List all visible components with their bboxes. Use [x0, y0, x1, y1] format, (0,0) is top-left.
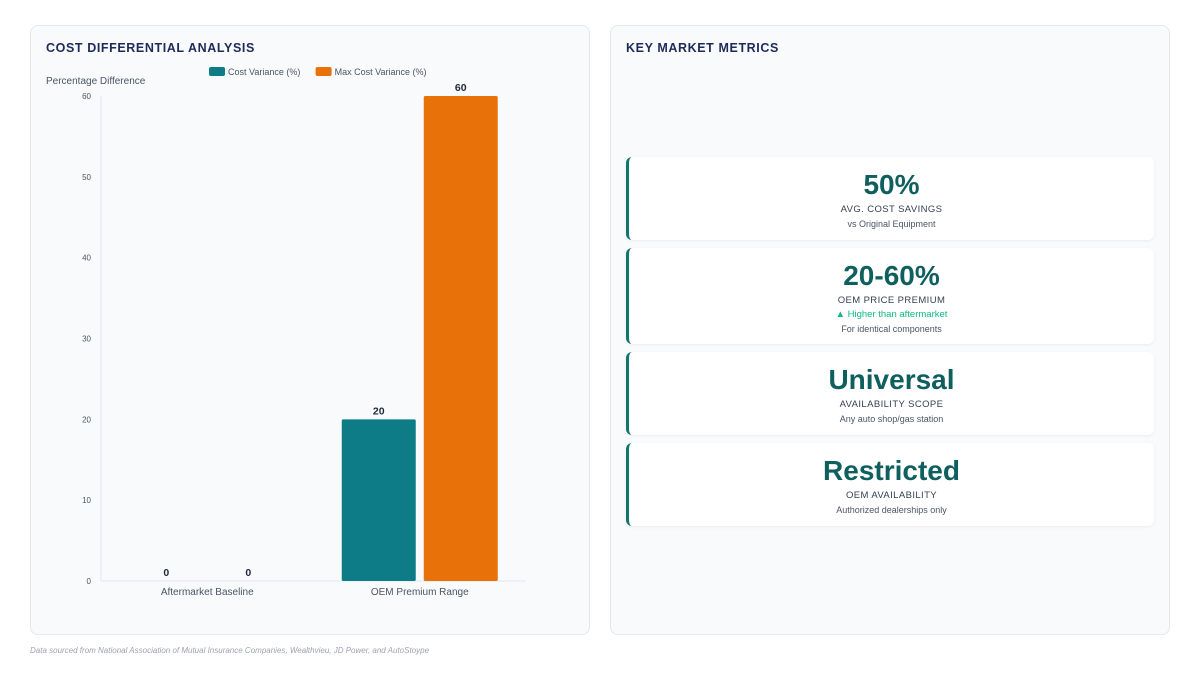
- metric-subtext: vs Original Equipment: [847, 219, 936, 229]
- metric-value: Universal: [828, 364, 955, 395]
- legend-swatch: [209, 67, 225, 76]
- metric-label: OEM PRICE PREMIUM: [837, 295, 946, 306]
- bar-data-label: 20: [373, 405, 385, 417]
- cost-variance-bar-chart: Percentage Difference 0 10 20 30 40 50 60 Cost V…: [46, 67, 526, 598]
- x-category-label: Aftermarket Baseline: [161, 587, 254, 598]
- metrics-title: KEY MARKET METRICS: [626, 41, 779, 55]
- metric-card-oem-premium: 20-60% OEM PRICE PREMIUM ▲ Higher than a…: [626, 248, 1154, 344]
- y-axis-title: Percentage Difference: [46, 76, 146, 87]
- metric-subtext: Any auto shop/gas station: [839, 414, 944, 424]
- y-tick-label: 0: [87, 577, 92, 586]
- metric-card-availability-scope: Universal AVAILABILITY SCOPE Any auto sh…: [626, 352, 1154, 435]
- legend-swatch: [315, 67, 332, 76]
- y-tick-label: 40: [82, 254, 91, 263]
- metric-trend-up: ▲ Higher than aftermarket: [835, 309, 948, 320]
- bar-data-label: 0: [163, 567, 169, 579]
- chart-title: COST DIFFERENTIAL ANALYSIS: [46, 41, 255, 55]
- legend-label: Cost Variance (%): [228, 67, 300, 77]
- y-tick-label: 60: [82, 92, 91, 101]
- metric-subtext: For identical components: [841, 324, 942, 334]
- y-tick-label: 20: [82, 415, 91, 424]
- metric-label: OEM AVAILABILITY: [845, 490, 938, 501]
- metric-card-cost-savings: 50% AVG. COST SAVINGS vs Original Equipm…: [626, 157, 1154, 240]
- legend-label: Max Cost Variance (%): [335, 67, 427, 77]
- bar-data-label: 60: [455, 82, 467, 94]
- metric-subtext: Authorized dealerships only: [836, 505, 947, 515]
- y-tick-label: 30: [82, 335, 91, 344]
- bar: [423, 96, 498, 581]
- y-tick-label: 10: [82, 496, 91, 505]
- metric-label: AVG. COST SAVINGS: [840, 204, 943, 215]
- y-tick-label: 50: [82, 173, 91, 182]
- metric-label: AVAILABILITY SCOPE: [839, 399, 944, 410]
- x-category-label: OEM Premium Range: [371, 587, 469, 598]
- bar-data-label: 0: [245, 567, 251, 579]
- metric-value: 20-60%: [843, 260, 940, 291]
- cost-differential-panel: COST DIFFERENTIAL ANALYSIS Percentage Di…: [30, 25, 590, 635]
- bar: [341, 419, 416, 581]
- key-metrics-panel: KEY MARKET METRICS 50% AVG. COST SAVINGS…: [610, 25, 1170, 635]
- metric-card-oem-availability: Restricted OEM AVAILABILITY Authorized d…: [626, 443, 1154, 526]
- metric-value: 50%: [863, 169, 920, 200]
- source-footnote: Data sourced from National Association o…: [30, 646, 430, 655]
- metric-value: Restricted: [823, 455, 960, 486]
